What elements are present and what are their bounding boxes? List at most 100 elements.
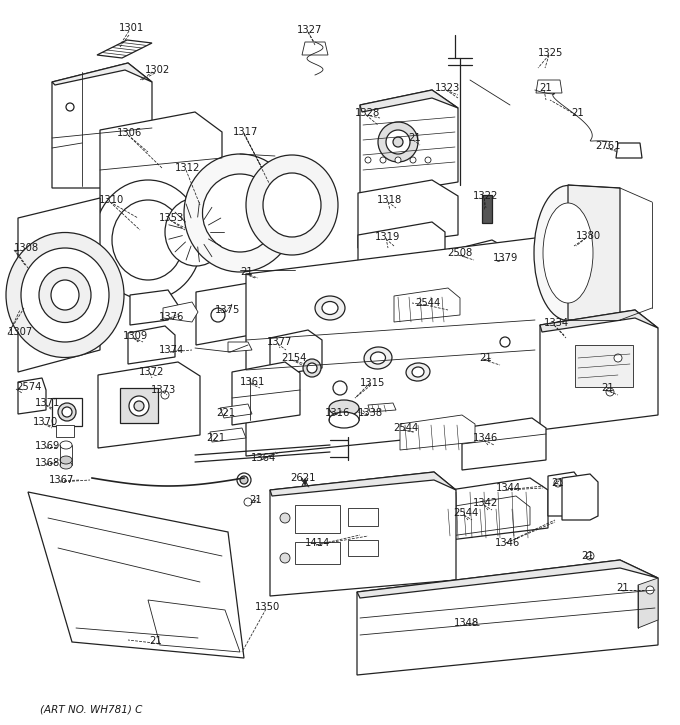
Polygon shape	[98, 362, 200, 448]
Circle shape	[614, 354, 622, 362]
Circle shape	[380, 157, 386, 163]
Text: 1372: 1372	[139, 367, 165, 377]
Polygon shape	[452, 240, 510, 282]
Text: 1361: 1361	[240, 377, 266, 387]
Text: (ART NO. WH781) C: (ART NO. WH781) C	[40, 705, 142, 715]
Ellipse shape	[543, 203, 593, 303]
Text: 1310: 1310	[99, 195, 124, 205]
Circle shape	[189, 225, 203, 239]
Polygon shape	[130, 290, 178, 325]
Polygon shape	[562, 474, 598, 520]
Polygon shape	[220, 404, 252, 418]
Circle shape	[62, 407, 72, 417]
Text: 1377: 1377	[267, 337, 292, 347]
Circle shape	[280, 553, 290, 563]
Text: 2621: 2621	[290, 473, 316, 483]
Circle shape	[193, 229, 199, 235]
Polygon shape	[97, 40, 152, 58]
Text: 221: 221	[216, 408, 235, 418]
Bar	[348, 508, 378, 526]
Circle shape	[586, 552, 594, 560]
Text: 2544: 2544	[454, 508, 479, 518]
Bar	[295, 542, 340, 564]
Text: 1307: 1307	[8, 327, 33, 337]
Text: 1309: 1309	[123, 331, 149, 341]
Text: 1342: 1342	[473, 498, 498, 508]
Bar	[482, 195, 492, 223]
Text: 1322: 1322	[473, 191, 498, 201]
Circle shape	[303, 359, 321, 377]
Text: 21: 21	[241, 267, 254, 277]
Circle shape	[606, 388, 614, 396]
Polygon shape	[28, 492, 244, 658]
Polygon shape	[232, 362, 300, 425]
Polygon shape	[548, 472, 580, 516]
Ellipse shape	[184, 154, 296, 272]
Polygon shape	[196, 278, 293, 345]
Polygon shape	[52, 63, 152, 85]
Polygon shape	[52, 63, 152, 188]
Circle shape	[395, 157, 401, 163]
Text: 21: 21	[581, 551, 594, 561]
Ellipse shape	[60, 461, 72, 469]
Circle shape	[66, 103, 74, 111]
Polygon shape	[270, 472, 456, 496]
Circle shape	[129, 396, 149, 416]
Polygon shape	[18, 198, 100, 372]
Text: 1315: 1315	[360, 378, 386, 388]
Polygon shape	[638, 578, 658, 628]
Circle shape	[378, 122, 418, 162]
Text: 221: 221	[207, 433, 226, 443]
Text: 21: 21	[617, 583, 630, 593]
Text: 21: 21	[250, 495, 262, 505]
Circle shape	[134, 401, 144, 411]
Polygon shape	[163, 302, 198, 322]
Text: 21: 21	[479, 353, 492, 363]
Polygon shape	[450, 478, 548, 540]
Ellipse shape	[534, 186, 602, 320]
Text: 1374: 1374	[159, 345, 185, 355]
Circle shape	[393, 137, 403, 147]
Polygon shape	[18, 378, 46, 414]
Ellipse shape	[412, 367, 424, 377]
Circle shape	[244, 498, 252, 506]
Ellipse shape	[6, 233, 124, 357]
Circle shape	[425, 157, 431, 163]
Text: 1344: 1344	[496, 483, 521, 493]
Polygon shape	[148, 600, 240, 652]
Polygon shape	[368, 403, 396, 412]
Text: 1334: 1334	[543, 318, 568, 328]
Circle shape	[237, 473, 251, 487]
Circle shape	[474, 255, 486, 267]
Ellipse shape	[112, 200, 184, 280]
Polygon shape	[246, 238, 578, 456]
Text: 21: 21	[409, 133, 422, 143]
Text: 1370: 1370	[33, 417, 58, 427]
Ellipse shape	[165, 198, 227, 266]
Polygon shape	[357, 560, 658, 598]
Ellipse shape	[203, 174, 277, 252]
Polygon shape	[443, 496, 530, 537]
Circle shape	[333, 381, 347, 395]
Text: 1380: 1380	[575, 231, 600, 241]
Text: 1379: 1379	[493, 253, 519, 263]
Text: 1306: 1306	[118, 128, 143, 138]
Polygon shape	[360, 90, 458, 112]
Ellipse shape	[329, 400, 359, 416]
Bar	[348, 540, 378, 556]
Ellipse shape	[60, 456, 72, 464]
Polygon shape	[270, 330, 322, 376]
Text: 1346: 1346	[495, 538, 521, 548]
Ellipse shape	[94, 180, 202, 300]
Polygon shape	[536, 80, 562, 93]
Ellipse shape	[39, 268, 91, 323]
Text: 1325: 1325	[539, 48, 564, 58]
Polygon shape	[568, 185, 620, 320]
Text: 2154: 2154	[282, 353, 307, 363]
Circle shape	[386, 130, 410, 154]
Circle shape	[554, 479, 562, 487]
Ellipse shape	[21, 248, 109, 342]
Text: 1323: 1323	[435, 83, 460, 93]
Text: 2508: 2508	[447, 248, 473, 258]
Polygon shape	[360, 90, 458, 198]
